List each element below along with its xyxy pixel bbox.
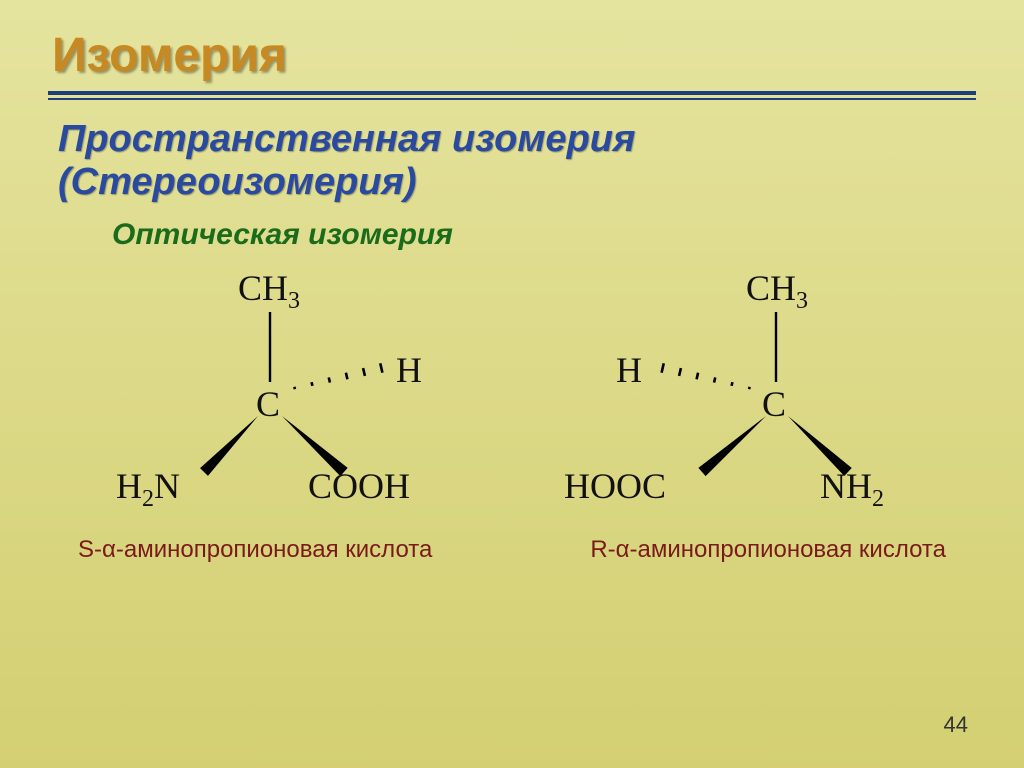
- slide-subsubtitle: Оптическая изомерия: [112, 218, 976, 252]
- atom-h-left: H: [396, 352, 422, 388]
- caption-row: S-α-аминопропионовая кислота R-α-аминопр…: [48, 536, 976, 564]
- atom-c-left: C: [256, 386, 280, 422]
- page-number: 44: [944, 712, 968, 738]
- atom-h2n-left: H2N: [116, 468, 180, 504]
- atom-label: H: [116, 466, 142, 506]
- atom-hooc-right: HOOC: [564, 468, 666, 504]
- molecule-right: CH3 C H HOOC NH2: [556, 262, 936, 532]
- slide-title: Изомерия: [52, 28, 976, 83]
- caption-right: R-α-аминопропионовая кислота: [590, 536, 946, 564]
- title-rule-thin: [48, 98, 976, 100]
- atom-cooh-left: COOH: [308, 468, 410, 504]
- slide-subtitle: Пространственная изомерия (Стереоизомери…: [58, 118, 976, 204]
- atom-nh2-right: NH2: [820, 468, 884, 504]
- atom-label: CH: [238, 268, 288, 308]
- atom-sub: 3: [288, 288, 300, 314]
- caption-left: S-α-аминопропионовая кислота: [78, 536, 432, 564]
- molecule-row: CH3 C H H2N COOH CH3 C H HOOC NH2: [48, 262, 976, 532]
- atom-h-right: H: [616, 352, 642, 388]
- atom-label: NH: [820, 466, 872, 506]
- atom-label: CH: [746, 268, 796, 308]
- molecule-left: CH3 C H H2N COOH: [108, 262, 488, 532]
- title-rule-thick: [48, 91, 976, 95]
- atom-ch3-left: CH3: [238, 270, 300, 306]
- atom-sub: 3: [796, 288, 808, 314]
- slide: Изомерия Пространственная изомерия (Стер…: [0, 0, 1024, 768]
- atom-sub: 2: [872, 486, 884, 512]
- atom-sub: 2: [142, 486, 154, 512]
- atom-label: N: [154, 466, 180, 506]
- atom-ch3-right: CH3: [746, 270, 808, 306]
- atom-c-right: C: [762, 386, 786, 422]
